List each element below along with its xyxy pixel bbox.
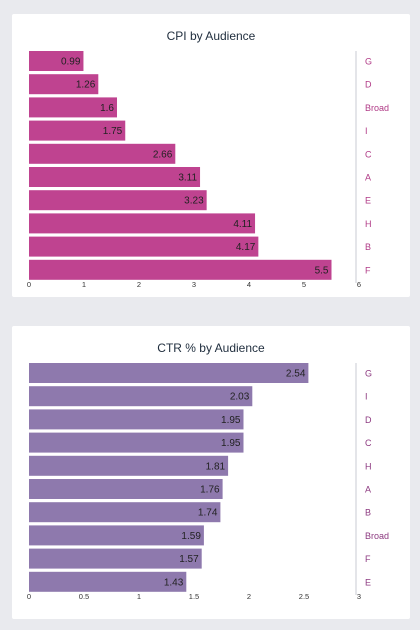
category-label: F — [365, 265, 371, 275]
data-label: 2.54 — [286, 369, 306, 380]
data-label: 4.17 — [236, 242, 256, 253]
data-label: 1.59 — [181, 531, 201, 542]
data-label: 1.6 — [100, 103, 114, 114]
x-tick-label: 3 — [192, 280, 196, 289]
chart-title: CTR % by Audience — [157, 341, 265, 355]
category-label: C — [365, 149, 372, 159]
bar-i[interactable] — [29, 386, 253, 407]
bar-b[interactable] — [29, 502, 221, 523]
data-label: 5.5 — [315, 265, 329, 276]
category-label: H — [365, 219, 372, 229]
chart-title: CPI by Audience — [167, 29, 256, 43]
data-label: 1.43 — [164, 577, 184, 588]
data-label: 1.26 — [76, 80, 96, 91]
x-tick-label: 1 — [137, 592, 141, 601]
data-label: 2.03 — [230, 392, 250, 403]
bar-g[interactable] — [29, 51, 84, 71]
bar-broad[interactable] — [29, 525, 204, 546]
data-label: 1.74 — [198, 508, 218, 519]
data-label: 1.95 — [221, 438, 241, 449]
bar-e[interactable] — [29, 571, 187, 592]
bar-h[interactable] — [29, 455, 229, 476]
x-tick-label: 4 — [247, 280, 251, 289]
category-label: G — [365, 57, 372, 67]
x-tick-label: 2.5 — [299, 592, 309, 601]
bar-a[interactable] — [29, 479, 223, 499]
x-tick-label: 0 — [27, 592, 31, 601]
x-tick-label: 5 — [302, 280, 306, 289]
x-tick-label: 2 — [137, 280, 141, 289]
data-label: 1.76 — [200, 485, 220, 496]
category-label: B — [365, 508, 371, 518]
x-tick-label: 1.5 — [189, 592, 199, 601]
bar-c[interactable] — [29, 432, 244, 453]
data-label: 4.11 — [233, 219, 252, 230]
bar-a[interactable] — [29, 167, 201, 187]
category-label: I — [365, 126, 368, 136]
data-label: 1.95 — [221, 415, 241, 426]
bar-e[interactable] — [29, 190, 207, 211]
bar-f[interactable] — [29, 259, 332, 280]
category-label: B — [365, 242, 371, 252]
cpi-chart-panel: CPI by Audience 0.99 G 1.26 D 1.6 Broad 1.75 I 2… — [12, 14, 410, 297]
data-label: 1.57 — [179, 554, 199, 565]
bar-b[interactable] — [29, 236, 259, 257]
category-label: E — [365, 577, 371, 587]
category-label: F — [365, 554, 371, 564]
category-label: E — [365, 196, 371, 206]
category-label: Broad — [365, 103, 389, 113]
cpi-chart: CPI by Audience 0.99 G 1.26 D 1.6 Broad 1.75 I 2… — [27, 29, 389, 289]
category-label: C — [365, 438, 372, 448]
category-label: A — [365, 485, 371, 495]
bar-d[interactable] — [29, 74, 99, 95]
x-tick-label: 1 — [82, 280, 86, 289]
x-tick-label: 0.5 — [79, 592, 89, 601]
category-label: H — [365, 461, 372, 471]
data-label: 1.75 — [103, 126, 123, 137]
bar-c[interactable] — [29, 143, 176, 164]
ctr-chart: CTR % by Audience 2.54 G 2.03 I 1.95 D 1.95 C 1.… — [27, 341, 389, 601]
data-label: 3.11 — [178, 173, 197, 184]
bar-h[interactable] — [29, 213, 256, 234]
x-tick-label: 6 — [357, 280, 361, 289]
x-tick-label: 3 — [357, 592, 361, 601]
category-label: A — [365, 173, 371, 183]
category-label: D — [365, 415, 372, 425]
category-label: I — [365, 392, 368, 402]
bar-i[interactable] — [29, 120, 126, 141]
data-label: 3.23 — [184, 196, 204, 207]
bar-d[interactable] — [29, 409, 244, 430]
data-label: 1.81 — [206, 461, 226, 472]
category-label: Broad — [365, 531, 389, 541]
bar-broad[interactable] — [29, 97, 117, 118]
x-tick-label: 0 — [27, 280, 31, 289]
ctr-chart-panel: CTR % by Audience 2.54 G 2.03 I 1.95 D 1.95 C 1.… — [12, 326, 410, 619]
data-label: 2.66 — [153, 149, 173, 160]
category-label: D — [365, 80, 372, 90]
x-tick-label: 2 — [247, 592, 251, 601]
data-label: 0.99 — [61, 57, 81, 68]
category-label: G — [365, 369, 372, 379]
bar-g[interactable] — [29, 363, 309, 383]
bar-f[interactable] — [29, 548, 202, 569]
